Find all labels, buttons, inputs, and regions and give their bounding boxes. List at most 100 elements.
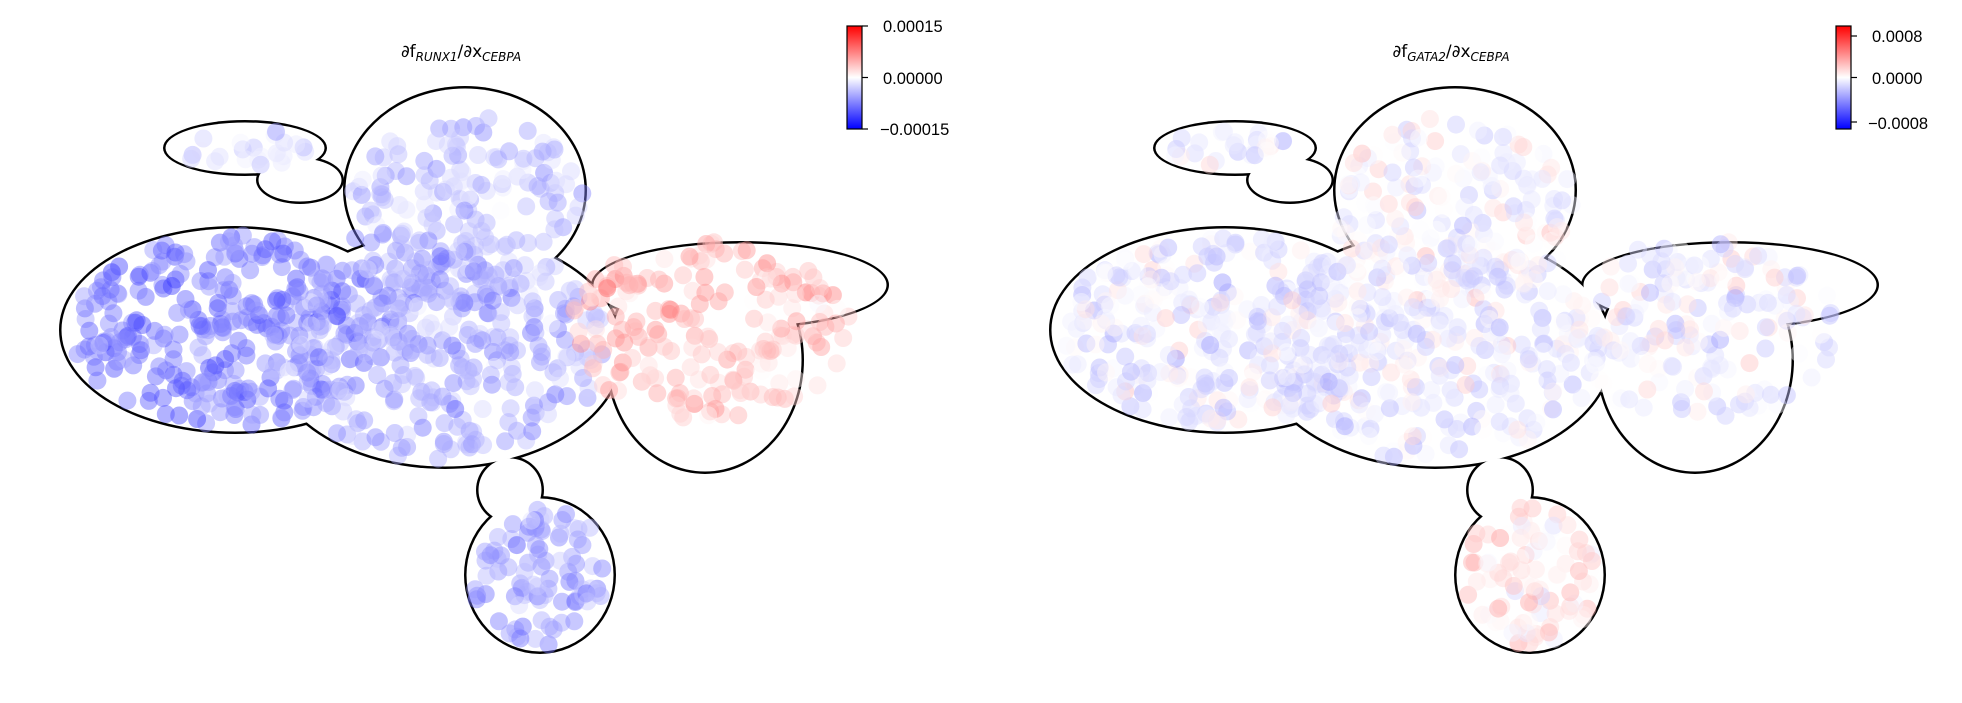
cell-point <box>1587 349 1606 368</box>
cell-point <box>1197 315 1216 334</box>
cell-point <box>531 179 550 198</box>
cell-point <box>238 308 256 327</box>
cell-point <box>1480 306 1499 325</box>
cell-point <box>1228 142 1247 161</box>
cell-point <box>1585 355 1604 374</box>
cell-point <box>415 151 434 170</box>
cell-point <box>476 261 494 280</box>
cell-point <box>1208 413 1226 432</box>
cell-point <box>812 338 831 356</box>
cell-point <box>237 339 256 358</box>
cell-point <box>732 242 751 261</box>
cell-point <box>1211 296 1230 315</box>
cell-point <box>489 277 508 296</box>
cell-point <box>1283 399 1302 418</box>
cell-point <box>537 258 556 276</box>
cell-point <box>179 300 198 319</box>
cell-point <box>519 553 538 572</box>
cell-point <box>1206 152 1225 170</box>
cell-point <box>1446 332 1465 351</box>
cell-point <box>1759 387 1777 406</box>
cell-point <box>290 282 309 301</box>
cell-point <box>298 313 317 332</box>
cell-point <box>363 319 382 338</box>
cell-point <box>488 351 507 370</box>
cell-point <box>364 275 383 294</box>
cell-point <box>1498 276 1516 295</box>
cell-point <box>639 336 658 355</box>
cell-point <box>1500 553 1519 572</box>
cell-point <box>353 170 372 189</box>
cell-point <box>369 331 388 350</box>
cell-point <box>1524 595 1543 614</box>
cell-point <box>505 587 524 606</box>
cell-point <box>435 414 454 433</box>
cell-point <box>464 422 483 441</box>
cell-point <box>313 269 332 288</box>
cell-point <box>1226 133 1245 152</box>
cell-point <box>458 243 477 262</box>
cell-point <box>1470 337 1489 355</box>
cell-point <box>1324 356 1343 375</box>
cell-point <box>1134 384 1152 403</box>
cell-point <box>1614 301 1632 319</box>
cell-point <box>1371 332 1390 351</box>
cell-point <box>291 358 310 377</box>
cell-point <box>540 617 559 636</box>
panel-title: ∂fRUNX1/∂xCEBPA <box>401 42 521 64</box>
cell-point <box>515 256 534 275</box>
cell-point <box>348 332 367 351</box>
cell-point <box>1630 295 1649 314</box>
cell-point <box>1117 372 1135 391</box>
cell-point <box>539 405 557 424</box>
cell-point <box>90 336 109 355</box>
cell-point <box>1655 285 1674 304</box>
cell-point <box>1339 344 1358 363</box>
cell-point <box>404 280 422 299</box>
cell-point <box>1306 374 1325 393</box>
cell-point <box>701 402 720 421</box>
cell-point <box>466 430 485 449</box>
cell-point <box>469 146 487 164</box>
cell-point <box>1244 363 1262 382</box>
cell-point <box>1372 238 1390 257</box>
cell-point <box>1765 295 1784 314</box>
cell-point <box>1254 315 1273 334</box>
cell-point <box>197 414 216 433</box>
cell-point <box>1460 246 1479 265</box>
cell-point <box>1349 391 1368 410</box>
cell-point <box>1509 634 1528 653</box>
cell-point <box>395 342 414 361</box>
cell-point <box>1459 585 1478 604</box>
cell-point <box>1532 587 1551 606</box>
cell-point <box>333 282 352 301</box>
cell-point <box>1247 135 1266 154</box>
embedding-outline <box>1049 86 1879 654</box>
cell-point <box>1463 553 1481 572</box>
cell-point <box>473 331 492 350</box>
cell-point <box>167 379 185 398</box>
cell-point <box>421 314 440 333</box>
cell-point <box>449 241 467 260</box>
cell-point <box>1384 447 1403 466</box>
cell-point <box>706 399 725 418</box>
cell-point <box>476 284 495 303</box>
cell-point <box>414 283 433 302</box>
cell-point <box>1629 240 1647 259</box>
cell-point <box>269 326 288 345</box>
cell-point <box>731 384 750 402</box>
cell-point <box>1531 320 1550 339</box>
cell-point <box>1261 137 1280 156</box>
cell-point <box>1357 215 1376 234</box>
cell-point <box>1544 196 1563 215</box>
cell-point <box>1404 257 1423 276</box>
cell-point <box>1639 337 1658 356</box>
cell-point <box>1483 181 1502 200</box>
cell-point <box>397 167 416 186</box>
cell-point <box>1307 317 1326 336</box>
cell-point <box>1097 311 1116 330</box>
cell-point <box>424 349 443 368</box>
cell-point <box>564 297 583 316</box>
cell-point <box>579 378 598 397</box>
cell-point <box>391 226 410 245</box>
